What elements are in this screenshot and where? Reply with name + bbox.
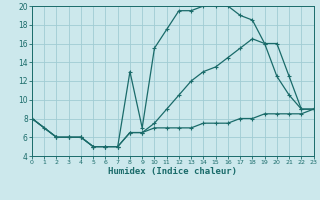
X-axis label: Humidex (Indice chaleur): Humidex (Indice chaleur) xyxy=(108,167,237,176)
